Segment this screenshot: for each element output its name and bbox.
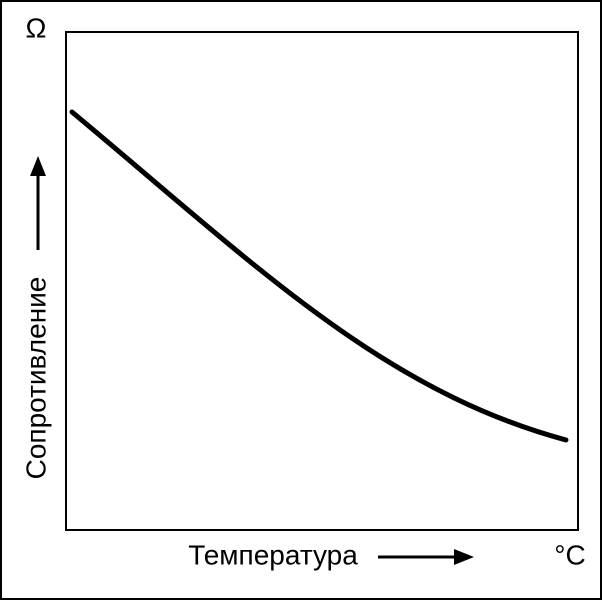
x-arrow-head: [454, 549, 474, 565]
x-axis-label: Температура: [188, 539, 358, 570]
y-unit: Ω: [26, 12, 47, 43]
plot-box: [65, 31, 579, 531]
curve: [69, 109, 569, 443]
y-axis-label: Сопротивление: [20, 277, 51, 480]
x-unit: °C: [554, 539, 585, 570]
y-arrow-head: [30, 156, 46, 176]
